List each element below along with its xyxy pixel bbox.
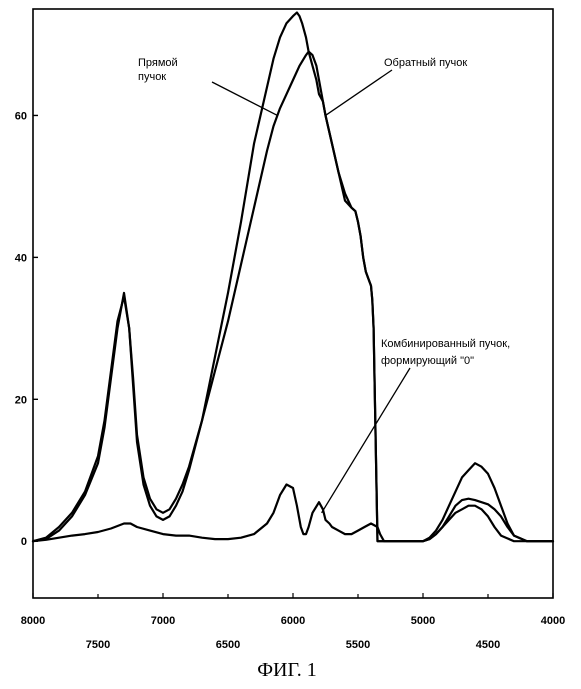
y-tick-label-20: 20	[15, 394, 27, 406]
annotation-combined-line-0: Комбинированный пучок,	[381, 338, 510, 350]
annotation-direct-line-1: пучок	[138, 71, 166, 83]
annotation-leader-combined	[321, 367, 411, 514]
x-tick-label-5500: 5500	[346, 639, 370, 651]
y-tick-label-40: 40	[15, 252, 27, 264]
annotation-layer: Прямой пучок Обратный пучок Комбинированный…	[138, 57, 510, 514]
series-line-direct	[31, 11, 555, 543]
annotation-leader-direct	[211, 81, 278, 117]
series-layer	[31, 11, 555, 543]
x-tick-label-4500: 4500	[476, 639, 500, 651]
annotation-reverse-line-0: Обратный пучок	[384, 57, 467, 69]
x-tick-label-6500: 6500	[216, 639, 240, 651]
ticks-layer: 0 20 40 60 8000 7000 6000 5000 4000 7500 6500 5500 4…	[15, 110, 565, 651]
annotation-leader-reverse	[325, 69, 393, 116]
plot-frame	[32, 8, 554, 599]
plot-border	[32, 8, 554, 599]
figure-caption: ФИГ. 1	[257, 659, 317, 681]
x-tick-label-4000: 4000	[541, 615, 565, 627]
annotation-direct-line-0: Прямой	[138, 57, 178, 69]
annotation-combined-line-1: формирующий "0"	[381, 355, 474, 367]
x-tick-label-5000: 5000	[411, 615, 435, 627]
x-tick-label-7000: 7000	[151, 615, 175, 627]
series-line-combined	[31, 483, 555, 543]
y-tick-label-60: 60	[15, 110, 27, 122]
y-tick-label-0: 0	[21, 536, 27, 548]
x-tick-label-8000: 8000	[21, 615, 45, 627]
x-tick-label-6000: 6000	[281, 615, 305, 627]
x-tick-label-7500: 7500	[86, 639, 110, 651]
series-line-reverse	[31, 50, 555, 543]
